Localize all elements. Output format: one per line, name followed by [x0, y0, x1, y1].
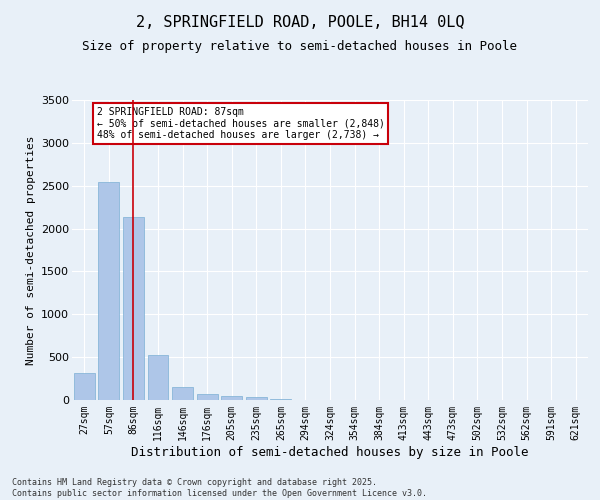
Text: Contains HM Land Registry data © Crown copyright and database right 2025.
Contai: Contains HM Land Registry data © Crown c…: [12, 478, 427, 498]
X-axis label: Distribution of semi-detached houses by size in Poole: Distribution of semi-detached houses by …: [131, 446, 529, 458]
Bar: [98, 182, 119, 400]
Bar: [197, 394, 218, 400]
Bar: [172, 387, 193, 400]
Bar: [271, 399, 292, 400]
Bar: [148, 354, 169, 400]
Text: Size of property relative to semi-detached houses in Poole: Size of property relative to semi-detach…: [83, 40, 517, 53]
Bar: [246, 398, 267, 400]
Text: 2 SPRINGFIELD ROAD: 87sqm
← 50% of semi-detached houses are smaller (2,848)
48% : 2 SPRINGFIELD ROAD: 87sqm ← 50% of semi-…: [97, 107, 385, 140]
Y-axis label: Number of semi-detached properties: Number of semi-detached properties: [26, 135, 35, 365]
Bar: [74, 374, 95, 400]
Bar: [123, 218, 144, 400]
Bar: [221, 396, 242, 400]
Text: 2, SPRINGFIELD ROAD, POOLE, BH14 0LQ: 2, SPRINGFIELD ROAD, POOLE, BH14 0LQ: [136, 15, 464, 30]
